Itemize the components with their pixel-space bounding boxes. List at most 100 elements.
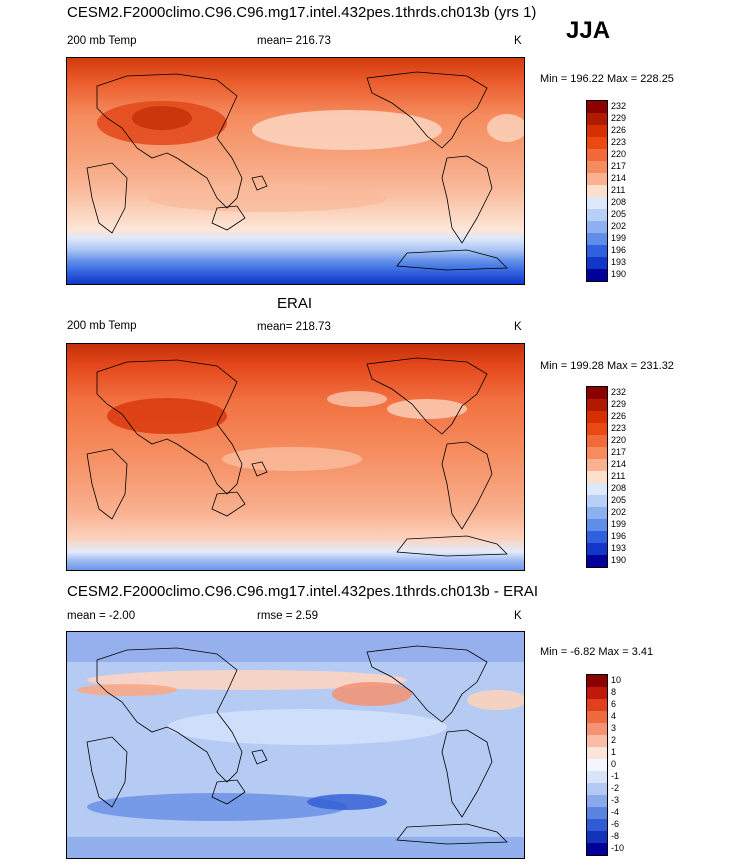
panel-2-field-plot xyxy=(67,344,524,570)
panel-1-field-label: 200 mb Temp xyxy=(67,35,137,47)
colorbar-tick-label: 220 xyxy=(611,149,627,159)
colorbar-tick-label: -3 xyxy=(611,795,620,805)
colorbar-tick-label: 208 xyxy=(611,197,627,207)
panel-1-colorbar-swatches xyxy=(586,100,608,282)
panel-1-minmax: Min = 196.22 Max = 228.25 xyxy=(540,73,674,85)
colorbar-tick-label: 8 xyxy=(611,687,617,697)
panel-1-units: K xyxy=(514,35,522,47)
colorbar-swatch xyxy=(587,257,607,269)
colorbar-swatch xyxy=(587,519,607,531)
colorbar-tick-label: -2 xyxy=(611,783,620,793)
colorbar-swatch xyxy=(587,399,607,411)
panel-2-units: K xyxy=(514,321,522,333)
colorbar-tick-label: -4 xyxy=(611,807,620,817)
colorbar-tick-label: 202 xyxy=(611,221,627,231)
colorbar-swatch xyxy=(587,161,607,173)
colorbar-swatch xyxy=(587,269,607,281)
colorbar-swatch xyxy=(587,113,607,125)
panel-2-mean: mean= 218.73 xyxy=(257,321,331,333)
colorbar-swatch xyxy=(587,819,607,831)
colorbar-tick-label: 220 xyxy=(611,435,627,445)
colorbar-tick-label: -10 xyxy=(611,843,625,853)
panel-1-map xyxy=(66,57,525,285)
colorbar-tick-label: 199 xyxy=(611,233,627,243)
panel-1-mean: mean= 216.73 xyxy=(257,35,331,47)
colorbar-tick-label: 1 xyxy=(611,747,617,757)
season-label: JJA xyxy=(566,17,611,44)
colorbar-tick-label: 226 xyxy=(611,125,627,135)
panel-2-field-label: 200 mb Temp xyxy=(67,320,137,332)
colorbar-swatch xyxy=(587,197,607,209)
colorbar-swatch xyxy=(587,483,607,495)
colorbar-tick-label: 190 xyxy=(611,269,627,279)
colorbar-swatch xyxy=(587,711,607,723)
colorbar-swatch xyxy=(587,759,607,771)
panel-1-field-plot xyxy=(67,58,524,284)
colorbar-tick-label: 232 xyxy=(611,387,627,397)
panel-3-colorbar-swatches xyxy=(586,674,608,856)
colorbar-swatch xyxy=(587,471,607,483)
panel-2-title: ERAI xyxy=(277,295,313,312)
colorbar-swatch xyxy=(587,233,607,245)
colorbar-swatch xyxy=(587,221,607,233)
colorbar-swatch xyxy=(587,771,607,783)
colorbar-swatch xyxy=(587,531,607,543)
colorbar-tick-label: 0 xyxy=(611,759,617,769)
colorbar-tick-label: -6 xyxy=(611,819,620,829)
colorbar-tick-label: 232 xyxy=(611,101,627,111)
colorbar-swatch xyxy=(587,795,607,807)
colorbar-tick-label: 223 xyxy=(611,423,627,433)
colorbar-tick-label: 205 xyxy=(611,209,627,219)
colorbar-tick-label: 193 xyxy=(611,257,627,267)
colorbar-swatch xyxy=(587,843,607,855)
colorbar-swatch xyxy=(587,831,607,843)
colorbar-tick-label: 229 xyxy=(611,399,627,409)
colorbar-swatch xyxy=(587,173,607,185)
colorbar-tick-label: 190 xyxy=(611,555,627,565)
panel-3-title: CESM2.F2000climo.C96.C96.mg17.intel.432p… xyxy=(67,583,539,600)
colorbar-swatch xyxy=(587,507,607,519)
colorbar-tick-label: 196 xyxy=(611,531,627,541)
colorbar-tick-label: 211 xyxy=(611,471,626,481)
colorbar-tick-label: 6 xyxy=(611,699,617,709)
colorbar-swatch xyxy=(587,555,607,567)
panel-2-map xyxy=(66,343,525,571)
panel-3-minmax: Min = -6.82 Max = 3.41 xyxy=(540,646,654,658)
panel-3-rmse: rmse = 2.59 xyxy=(257,610,319,622)
colorbar-tick-label: 196 xyxy=(611,245,627,255)
colorbar-tick-label: 2 xyxy=(611,735,617,745)
colorbar-tick-label: 214 xyxy=(611,173,627,183)
colorbar-tick-label: 217 xyxy=(611,161,627,171)
panel-3-field-plot xyxy=(67,632,524,858)
colorbar-swatch xyxy=(587,447,607,459)
colorbar-swatch xyxy=(587,747,607,759)
colorbar-swatch xyxy=(587,435,607,447)
colorbar-tick-label: 10 xyxy=(611,675,622,685)
colorbar-tick-label: 211 xyxy=(611,185,626,195)
panel-3-map xyxy=(66,631,525,859)
colorbar-tick-label: 214 xyxy=(611,459,627,469)
colorbar-tick-label: -8 xyxy=(611,831,620,841)
colorbar-tick-label: 208 xyxy=(611,483,627,493)
colorbar-swatch xyxy=(587,245,607,257)
colorbar-swatch xyxy=(587,543,607,555)
colorbar-swatch xyxy=(587,495,607,507)
colorbar-swatch xyxy=(587,735,607,747)
colorbar-tick-label: 205 xyxy=(611,495,627,505)
colorbar-tick-label: 4 xyxy=(611,711,617,721)
colorbar-swatch xyxy=(587,101,607,113)
colorbar-swatch xyxy=(587,125,607,137)
colorbar-swatch xyxy=(587,459,607,471)
colorbar-tick-label: -1 xyxy=(611,771,620,781)
colorbar-swatch xyxy=(587,687,607,699)
colorbar-tick-label: 199 xyxy=(611,519,627,529)
panel-3-units: K xyxy=(514,610,522,622)
colorbar-swatch xyxy=(587,149,607,161)
panel-3-mean: mean = -2.00 xyxy=(67,610,136,622)
colorbar-swatch xyxy=(587,387,607,399)
panel-2-colorbar-swatches xyxy=(586,386,608,568)
colorbar-tick-label: 229 xyxy=(611,113,627,123)
colorbar-tick-label: 193 xyxy=(611,543,627,553)
panel-1-title: CESM2.F2000climo.C96.C96.mg17.intel.432p… xyxy=(67,4,537,21)
colorbar-swatch xyxy=(587,783,607,795)
